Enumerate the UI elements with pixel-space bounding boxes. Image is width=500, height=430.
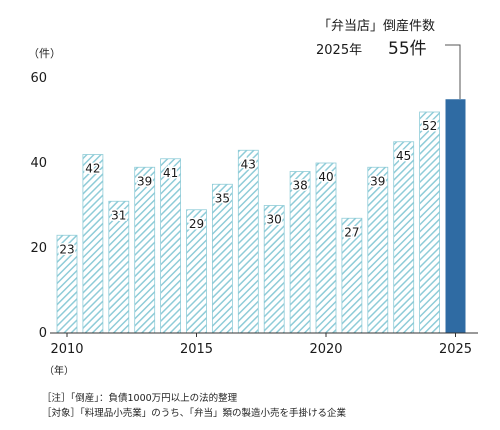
data-label-2022: 39 <box>370 174 385 188</box>
y-tick-label-60: 60 <box>30 71 47 86</box>
data-label-2012: 31 <box>111 208 126 222</box>
x-tick-label-2015: 2015 <box>180 342 213 357</box>
bar-2014 <box>160 158 182 334</box>
callout-leader-line <box>445 44 461 99</box>
bar-2019 <box>289 171 311 334</box>
data-label-2019: 38 <box>292 179 307 193</box>
data-label-2010: 23 <box>59 242 74 256</box>
data-label-2023: 45 <box>396 149 411 163</box>
note-scope: ［対象］「料理品小売業」のうち、「弁当」類の製造小売を手掛ける企業 <box>42 408 347 419</box>
data-label-2024: 52 <box>422 119 437 133</box>
y-tick-label-0: 0 <box>39 326 47 341</box>
data-label-2018: 30 <box>267 213 282 227</box>
data-label-2014: 41 <box>163 166 178 180</box>
bar-2023 <box>393 141 415 334</box>
bar-2020 <box>315 162 337 334</box>
x-tick-label-2010: 2010 <box>50 342 83 357</box>
bar-2024 <box>419 111 441 334</box>
data-label-2015: 29 <box>189 217 204 231</box>
data-label-2017: 43 <box>241 157 256 171</box>
callout-value: 55件 <box>388 39 427 59</box>
x-axis-unit: （年） <box>44 364 74 377</box>
callout-title: 「弁当店」倒産件数 <box>318 18 435 34</box>
bar-2011 <box>82 154 104 334</box>
y-tick-label-40: 40 <box>30 156 47 171</box>
data-label-2021: 27 <box>344 225 359 239</box>
chart-marks: 23 42 31 39 41 29 35 43 30 38 40 27 39 45 52 0 20 40 60 201… <box>30 71 478 357</box>
x-tick-label-2020: 2020 <box>309 342 342 357</box>
bar-2017 <box>237 149 259 334</box>
y-axis-unit: （件） <box>28 47 61 60</box>
bar-chart: （件） （年） 「弁当店」倒産件数 2025年 55件 23 42 31 39 41 29… <box>28 18 478 377</box>
data-label-2020: 40 <box>318 170 333 184</box>
footnotes: ［注］「倒産」：負債1000万円以上の法的整理 ［対象］「料理品小売業」のうち、… <box>42 391 346 421</box>
y-tick-label-20: 20 <box>30 241 47 256</box>
callout-year: 2025年 <box>316 43 362 58</box>
data-label-2011: 42 <box>85 162 100 176</box>
bar-2016 <box>211 183 233 334</box>
note-definition: ［注］「倒産」：負債1000万円以上の法的整理 <box>42 393 238 404</box>
bar-2025 <box>445 99 466 333</box>
bar-2013 <box>134 166 156 334</box>
x-tick-label-2025: 2025 <box>439 342 472 357</box>
bar-2022 <box>367 166 389 334</box>
data-label-2016: 35 <box>215 191 230 205</box>
data-label-2013: 39 <box>137 174 152 188</box>
